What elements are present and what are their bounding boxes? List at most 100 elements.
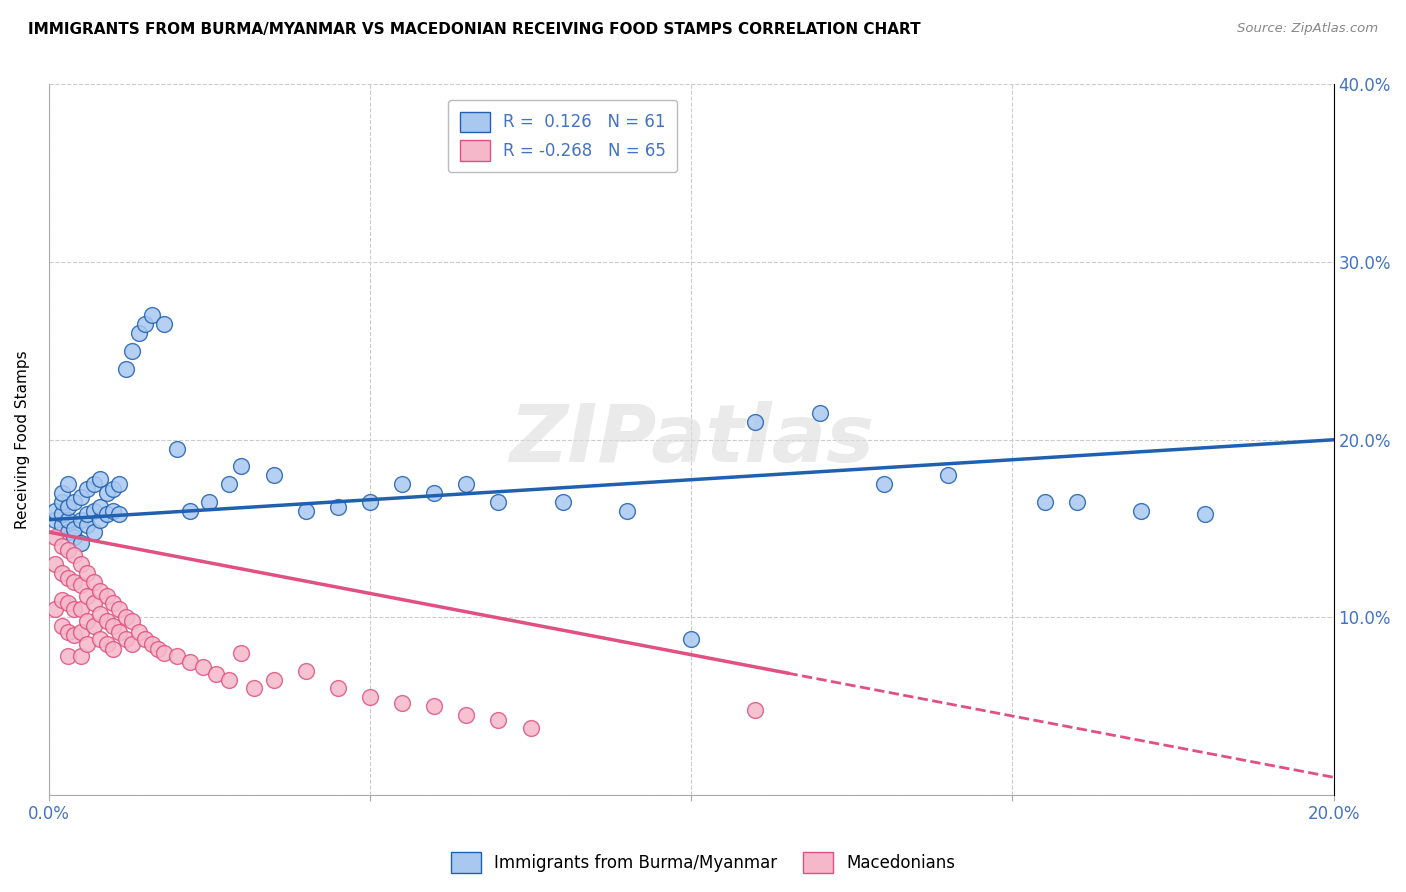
Point — [115, 610, 138, 624]
Point — [231, 459, 253, 474]
Point — [83, 504, 105, 518]
Point — [76, 589, 98, 603]
Point — [1194, 508, 1216, 522]
Text: Source: ZipAtlas.com: Source: ZipAtlas.com — [1237, 22, 1378, 36]
Point — [89, 472, 111, 486]
Point — [51, 518, 73, 533]
Point — [70, 490, 93, 504]
Point — [146, 642, 169, 657]
Point — [76, 566, 98, 580]
Point — [96, 589, 118, 603]
Point — [198, 495, 221, 509]
Point — [179, 504, 201, 518]
Point — [51, 592, 73, 607]
Point — [101, 596, 124, 610]
Point — [326, 681, 349, 696]
Point — [108, 508, 131, 522]
Point — [44, 601, 66, 615]
Point — [96, 614, 118, 628]
Legend: Immigrants from Burma/Myanmar, Macedonians: Immigrants from Burma/Myanmar, Macedonia… — [444, 846, 962, 880]
Point — [56, 571, 79, 585]
Point — [56, 596, 79, 610]
Text: ZIPatlas: ZIPatlas — [509, 401, 873, 479]
Point — [56, 649, 79, 664]
Point — [96, 508, 118, 522]
Point — [51, 486, 73, 500]
Point — [1033, 495, 1056, 509]
Point — [243, 681, 266, 696]
Point — [83, 477, 105, 491]
Point — [121, 614, 143, 628]
Point — [121, 343, 143, 358]
Point — [488, 495, 510, 509]
Point — [101, 619, 124, 633]
Point — [44, 513, 66, 527]
Point — [70, 649, 93, 664]
Point — [231, 646, 253, 660]
Point — [101, 504, 124, 518]
Point — [63, 548, 86, 562]
Point — [76, 518, 98, 533]
Point — [96, 637, 118, 651]
Point — [89, 607, 111, 621]
Point — [76, 637, 98, 651]
Point — [263, 673, 285, 687]
Point — [134, 632, 156, 646]
Point — [359, 495, 381, 509]
Point — [63, 522, 86, 536]
Point — [423, 699, 446, 714]
Point — [70, 536, 93, 550]
Point — [44, 504, 66, 518]
Point — [744, 703, 766, 717]
Point — [681, 632, 703, 646]
Point — [616, 504, 638, 518]
Point — [326, 500, 349, 515]
Point — [191, 660, 214, 674]
Point — [89, 632, 111, 646]
Point — [63, 628, 86, 642]
Point — [51, 539, 73, 553]
Point — [179, 655, 201, 669]
Point — [263, 468, 285, 483]
Point — [56, 542, 79, 557]
Point — [134, 318, 156, 332]
Point — [101, 483, 124, 497]
Point — [873, 477, 896, 491]
Point — [456, 708, 478, 723]
Point — [108, 624, 131, 639]
Point — [83, 525, 105, 540]
Point — [63, 574, 86, 589]
Point — [70, 624, 93, 639]
Point — [294, 664, 316, 678]
Point — [96, 486, 118, 500]
Point — [391, 477, 413, 491]
Point — [744, 415, 766, 429]
Point — [76, 508, 98, 522]
Text: IMMIGRANTS FROM BURMA/MYANMAR VS MACEDONIAN RECEIVING FOOD STAMPS CORRELATION CH: IMMIGRANTS FROM BURMA/MYANMAR VS MACEDON… — [28, 22, 921, 37]
Point — [63, 495, 86, 509]
Point — [153, 318, 176, 332]
Point — [166, 442, 188, 456]
Point — [63, 601, 86, 615]
Point — [76, 483, 98, 497]
Point — [218, 673, 240, 687]
Point — [115, 361, 138, 376]
Point — [56, 500, 79, 515]
Point — [1129, 504, 1152, 518]
Point — [44, 531, 66, 545]
Point — [51, 619, 73, 633]
Point — [153, 646, 176, 660]
Point — [936, 468, 959, 483]
Point — [294, 504, 316, 518]
Point — [108, 601, 131, 615]
Point — [51, 508, 73, 522]
Point — [1066, 495, 1088, 509]
Point — [101, 642, 124, 657]
Point — [70, 601, 93, 615]
Point — [56, 513, 79, 527]
Point — [70, 557, 93, 571]
Point — [83, 619, 105, 633]
Point — [56, 477, 79, 491]
Point — [141, 637, 163, 651]
Legend: R =  0.126   N = 61, R = -0.268   N = 65: R = 0.126 N = 61, R = -0.268 N = 65 — [449, 100, 678, 172]
